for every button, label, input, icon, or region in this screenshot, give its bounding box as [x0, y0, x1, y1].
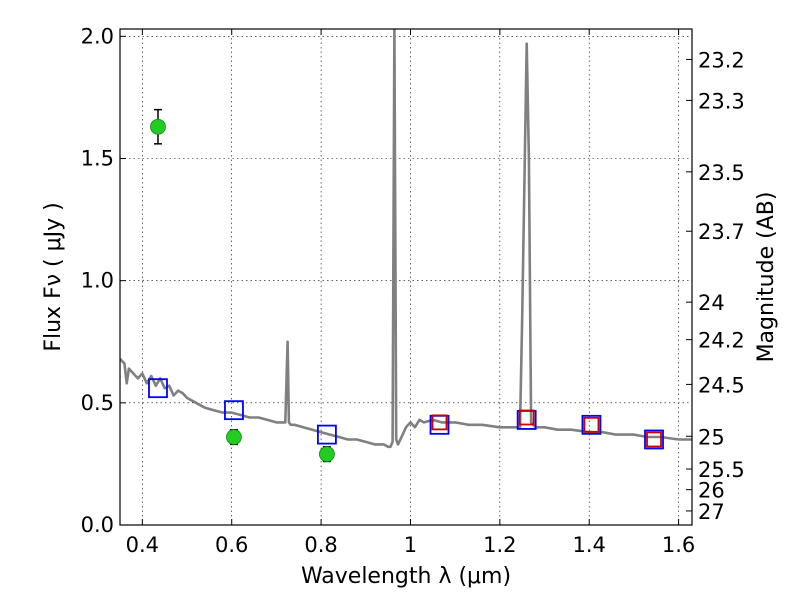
mag-tick-label: 24.5 [698, 373, 745, 397]
spectrum-line [120, 29, 692, 449]
model-square-inner [646, 431, 662, 448]
y2-axis-label: Magnitude (AB) [754, 192, 779, 363]
mag-tick-label: 24.2 [698, 329, 745, 353]
plot-area [120, 29, 692, 463]
y-tick-label: 0.0 [81, 513, 114, 537]
x-axis-label-text: Wavelength λ (μm) [301, 564, 511, 589]
y-tick-label: 1.0 [81, 269, 114, 293]
x-tick-label: 1.4 [573, 533, 606, 557]
y-tick-label: 1.5 [81, 146, 114, 170]
mag-tick-label: 24 [698, 291, 725, 315]
x-tick-label: 1.2 [483, 533, 516, 557]
mag-tick-label: 26 [698, 479, 725, 503]
x-axis-label: Wavelength λ (μm) [301, 564, 511, 589]
model-square [644, 429, 664, 450]
model-square-inner [583, 416, 600, 433]
model-square [148, 378, 168, 399]
y-axis-label: Flux Fν ( μJy ) [41, 202, 66, 351]
y-tick-label: 0.5 [81, 391, 114, 415]
mag-tick-label: 23.3 [698, 89, 745, 113]
observed-point [150, 118, 166, 135]
model-square-inner [518, 409, 535, 426]
x-tick-label: 0.8 [304, 533, 337, 557]
mag-tick-label: 23.7 [698, 220, 745, 244]
mag-tick-label: 27 [698, 500, 725, 524]
model-square-inner [431, 414, 448, 431]
mag-tick-label: 23.5 [698, 161, 745, 185]
x-tick-label: 1.6 [662, 533, 695, 557]
x-tick-label: 0.4 [126, 533, 159, 557]
mag-tick-label: 23.2 [698, 48, 745, 72]
x-tick-label: 1 [404, 533, 417, 557]
mag-tick-label: 25 [698, 425, 725, 449]
observed-point [319, 446, 335, 463]
y-tick-label: 2.0 [81, 24, 114, 48]
mag-tick-label: 25.5 [698, 458, 745, 482]
model-square [224, 400, 244, 421]
plot-frame [119, 28, 693, 526]
x-tick-label: 0.6 [215, 533, 248, 557]
x-axis: 0.4 0.6 0.8 1 1.2 1.4 1.6 [126, 29, 695, 557]
observed-point [226, 429, 242, 445]
y-axis: 0.0 0.5 1.0 1.5 2.0 [81, 24, 126, 537]
grid [120, 29, 692, 526]
model-square [581, 414, 602, 435]
model-square [317, 424, 337, 445]
